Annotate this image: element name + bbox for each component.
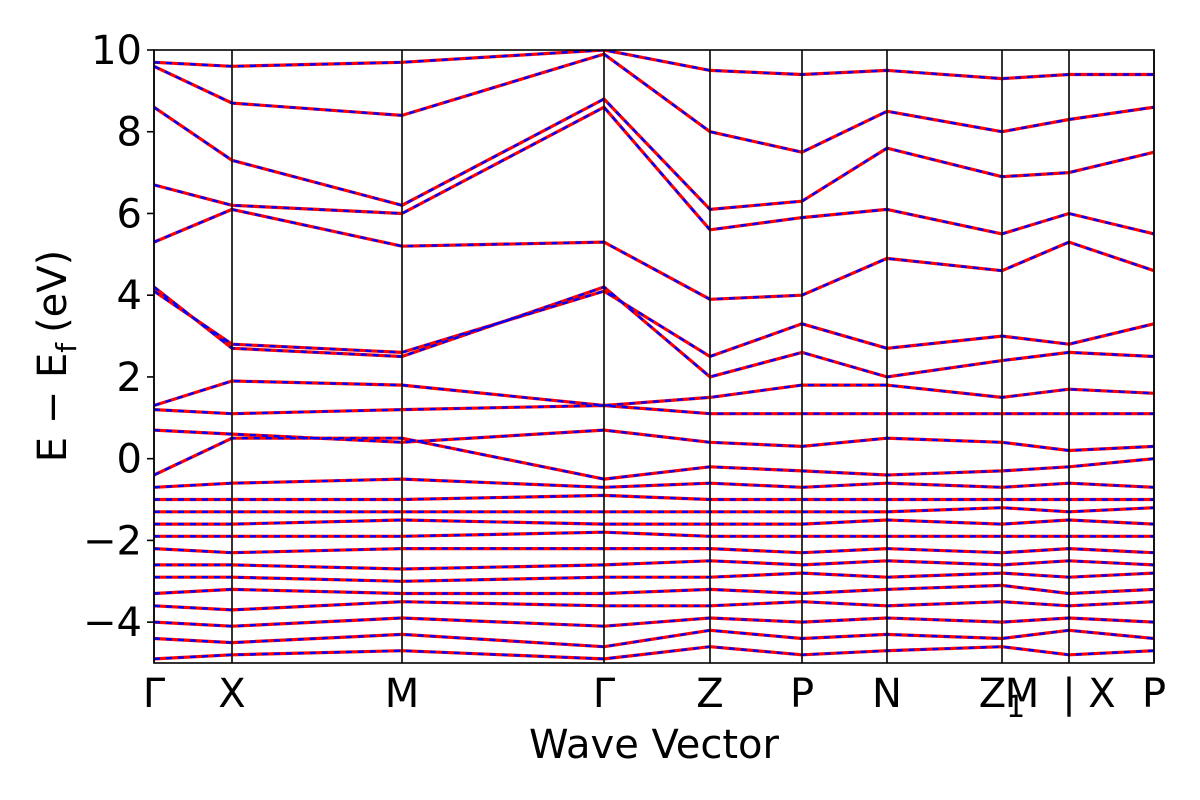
y-tick-label: 6 bbox=[117, 191, 142, 237]
band-line-red-5 bbox=[154, 571, 1154, 583]
band-line-blue-dashed-3 bbox=[154, 600, 1154, 612]
band-line-blue-dashed-12 bbox=[154, 477, 1154, 489]
band-line-red-2 bbox=[154, 616, 1154, 628]
band-line-red-3 bbox=[154, 600, 1154, 612]
x-tick-label: P bbox=[790, 671, 814, 717]
y-tick-label: 2 bbox=[117, 355, 142, 401]
band-line-red-20 bbox=[154, 105, 1154, 236]
band-line-blue-dashed-19 bbox=[154, 208, 1154, 301]
band-line-red-17 bbox=[154, 285, 1154, 379]
band-line-blue-dashed-21 bbox=[154, 97, 1154, 211]
band-line-red-12 bbox=[154, 477, 1154, 489]
x-tick-label: N bbox=[872, 671, 902, 717]
x-tick-label: P bbox=[1142, 671, 1166, 717]
y-tick-label: −4 bbox=[83, 600, 142, 646]
band-line-red-13 bbox=[154, 436, 1154, 481]
band-line-blue-dashed-15 bbox=[154, 404, 1154, 415]
x-tick-label: Z1 bbox=[979, 671, 1026, 725]
x-tick-label: M bbox=[1005, 671, 1040, 717]
band-line-blue-dashed-9 bbox=[154, 518, 1154, 526]
x-tick-label: X bbox=[218, 671, 245, 717]
band-line-blue-dashed-18 bbox=[154, 289, 1154, 358]
band-line-blue-dashed-7 bbox=[154, 547, 1154, 554]
y-tick-label: 10 bbox=[91, 28, 142, 74]
band-line-red-6 bbox=[154, 559, 1154, 571]
y-tick-label: 0 bbox=[117, 437, 142, 483]
band-line-red-23 bbox=[154, 50, 1154, 81]
band-line-blue-dashed-22 bbox=[154, 52, 1154, 154]
y-axis: 10 8 6 4 2 0 −2 −4 bbox=[83, 28, 154, 646]
x-tick-label: Γ bbox=[143, 671, 166, 717]
kpoint-divider-lines bbox=[153, 50, 1155, 663]
band-line-blue-dashed-4 bbox=[154, 584, 1154, 595]
y-tick-label: −2 bbox=[83, 518, 142, 564]
band-line-red-14 bbox=[154, 428, 1154, 453]
band-line-red-7 bbox=[154, 546, 1154, 555]
y-axis-title: E − Ef(eV) bbox=[30, 250, 83, 463]
band-line-red-19 bbox=[154, 207, 1154, 301]
band-line-blue-dashed-13 bbox=[154, 437, 1154, 481]
x-tick-label: | bbox=[1062, 671, 1075, 717]
band-line-blue-dashed-5 bbox=[154, 571, 1154, 583]
band-line-blue-dashed-8 bbox=[154, 531, 1154, 538]
band-line-blue-dashed-11 bbox=[154, 494, 1154, 501]
x-tick-label: Z bbox=[696, 671, 723, 717]
band-line-red-4 bbox=[154, 583, 1154, 596]
band-line-red-15 bbox=[154, 403, 1154, 416]
plot-frame bbox=[153, 49, 1155, 664]
x-tick-label: Γ bbox=[593, 671, 616, 717]
y-tick-label: 4 bbox=[117, 273, 142, 319]
x-tick-label: X bbox=[1088, 671, 1115, 717]
y-tick-label: 8 bbox=[117, 110, 142, 156]
band-line-blue-dashed-17 bbox=[154, 285, 1154, 379]
band-line-red-0 bbox=[154, 645, 1154, 661]
x-tick-label: M bbox=[385, 671, 420, 717]
band-line-blue-dashed-2 bbox=[154, 616, 1154, 628]
band-line-blue-dashed-16 bbox=[154, 379, 1154, 407]
band-line-red-21 bbox=[154, 97, 1154, 211]
band-line-blue-dashed-10 bbox=[154, 506, 1154, 513]
band-line-blue-dashed-20 bbox=[154, 105, 1154, 236]
band-line-red-22 bbox=[154, 52, 1154, 154]
band-line-blue-dashed-23 bbox=[154, 50, 1154, 80]
x-axis: Γ X M Γ Z P N Z1M | X P bbox=[143, 671, 1166, 725]
band-line-red-18 bbox=[154, 289, 1154, 359]
band-line-blue-dashed-1 bbox=[154, 629, 1154, 648]
band-line-blue-dashed-6 bbox=[154, 559, 1154, 571]
band-line-blue-dashed-14 bbox=[154, 428, 1154, 452]
bands-layer bbox=[154, 50, 1154, 661]
x-axis-title: Wave Vector bbox=[529, 722, 780, 768]
band-line-blue-dashed-0 bbox=[154, 645, 1154, 661]
